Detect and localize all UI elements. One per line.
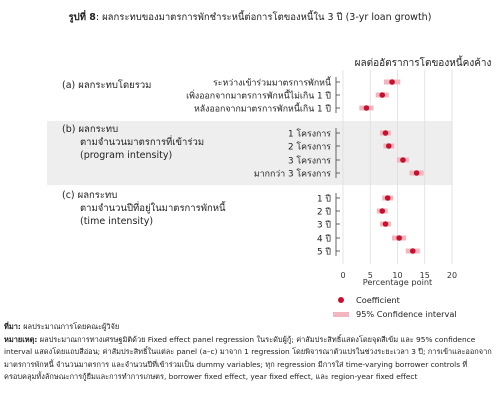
coef-point-2-2	[382, 221, 389, 227]
panel-label-2-1: ตามจำนวนปีที่อยู่ในมาตรการพักหนี้	[80, 201, 226, 214]
panel-label-1-1: ตามจำนวนมาตรการที่เข้าร่วม	[80, 135, 204, 148]
coef-point-2-3	[396, 235, 402, 241]
figure-notes: ที่มา: ผลประมาณการโดยคณะผู้วิจัย หมายเหต…	[4, 321, 498, 384]
source-note: ที่มา: ผลประมาณการโดยคณะผู้วิจัย	[4, 322, 120, 331]
row-label-0-2: หลังออกจากมาตรการพักหนี้เกิน 1 ปี	[194, 102, 331, 115]
chart-title: ผลต่ออัตราการโตของหนี้คงค้าง	[355, 55, 492, 69]
row-label-2-3: 4 ปี	[317, 234, 331, 245]
x-axis-label: Percentage point	[363, 277, 433, 287]
x-tick-label-2: 10	[392, 271, 402, 280]
coef-point-0-0	[389, 79, 395, 85]
row-label-1-3: มากกว่า 3 โครงการ	[254, 169, 331, 180]
row-label-1-0: 1 โครงการ	[288, 129, 331, 140]
coef-point-2-0	[384, 195, 391, 201]
coef-point-1-1	[385, 143, 392, 149]
panel-label-1-0: (b) ผลกระทบ	[62, 124, 118, 135]
row-label-2-2: 3 ปี	[317, 220, 331, 231]
x-tick-label-1: 5	[368, 271, 373, 280]
figure-title: รูปที่ 8: ผลกระทบของมาตรการพักชำระหนี้ต่…	[0, 10, 500, 25]
coefficient-chart: ผลต่ออัตราการโตของหนี้คงค้าง 0 5 10 15 20 Perc…	[47, 55, 492, 287]
panel-label-1-2: (program intensity)	[80, 150, 172, 161]
figure-caption: : ผลกระทบของมาตรการพักชำระหนี้ต่อการโตขอ…	[95, 12, 432, 23]
coef-point-2-4	[409, 248, 416, 254]
figure-number: รูปที่ 8	[68, 12, 96, 23]
coef-point-2-1	[379, 208, 386, 214]
x-tick-label-3: 15	[420, 271, 430, 280]
coef-point-1-2	[400, 157, 406, 163]
remark-note: หมายเหตุ: ผลประมาณการทางเศรษฐมิติด้วย Fi…	[4, 334, 492, 382]
legend-dot-icon	[330, 297, 352, 303]
row-label-1-2: 3 โครงการ	[288, 156, 331, 167]
panel-label-0-0: (a) ผลกระทบโดยรวม	[62, 79, 151, 91]
x-tick-label-0: 0	[340, 271, 345, 280]
panel-label-2-2: (time intensity)	[80, 216, 153, 227]
x-tick-label-4: 20	[447, 271, 457, 280]
row-label-2-1: 2 ปี	[317, 207, 331, 218]
legend-item-coefficient: Coefficient	[330, 293, 457, 307]
row-label-0-1: เพิ่งออกจากมาตรการพักหนี้ไม่เกิน 1 ปี	[186, 89, 331, 102]
row-label-1-1: 2 โครงการ	[288, 142, 331, 153]
coef-point-1-0	[382, 130, 389, 136]
legend-label-coefficient: Coefficient	[356, 295, 400, 305]
panel-label-2-0: (c) ผลกระทบ	[62, 190, 117, 201]
legend-label-ci: 95% Confidence interval	[356, 309, 457, 319]
row-label-2-0: 1 ปี	[317, 194, 331, 205]
coef-point-0-2	[363, 105, 370, 111]
row-label-2-4: 5 ปี	[317, 247, 331, 258]
coef-point-1-3	[413, 170, 420, 176]
coef-point-0-1	[379, 92, 386, 98]
legend-item-ci: 95% Confidence interval	[330, 307, 457, 321]
chart-legend: Coefficient 95% Confidence interval	[330, 293, 457, 321]
row-label-0-0: ระหว่างเข้าร่วมมาตรการพักหนี้	[213, 76, 332, 89]
legend-band-icon	[330, 311, 352, 317]
